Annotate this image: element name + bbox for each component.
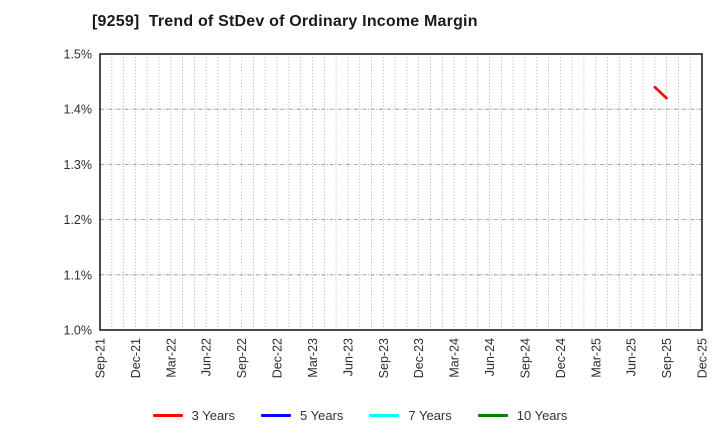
x-tick-label: Sep-23 xyxy=(377,338,391,378)
legend-item-5-years: 5 Years xyxy=(261,408,343,423)
x-tick-label: Sep-24 xyxy=(518,338,532,378)
legend-label: 10 Years xyxy=(516,407,568,423)
x-tick-label: Dec-23 xyxy=(412,338,426,378)
x-tick-label: Jun-22 xyxy=(200,338,214,376)
legend-label: 3 Years xyxy=(191,407,235,423)
plot-border xyxy=(99,53,703,331)
x-tick-label: Sep-22 xyxy=(235,338,249,378)
legend-item-3-years: 3 Years xyxy=(152,407,235,423)
x-tick-label: Dec-21 xyxy=(129,338,143,378)
x-tick-label: Mar-23 xyxy=(306,338,320,378)
legend: 3 Years 5 Years 7 Years 10 Years xyxy=(0,402,720,428)
x-tick-label: Mar-24 xyxy=(448,338,462,378)
x-tick-label: Sep-21 xyxy=(94,338,108,378)
legend-line-icon xyxy=(261,413,291,417)
y-tick-label: 1.4% xyxy=(64,103,93,117)
legend-item-7-years: 7 Years xyxy=(369,407,452,423)
x-tick-label: Dec-22 xyxy=(271,338,285,378)
x-tick-label: Mar-25 xyxy=(589,338,603,378)
legend-label: 5 Years xyxy=(300,407,344,423)
y-tick-label: 1.0% xyxy=(64,324,93,338)
x-tick-label: Jun-24 xyxy=(483,338,497,376)
x-tick-label: Jun-23 xyxy=(341,338,355,376)
x-tick-label: Dec-24 xyxy=(554,338,568,378)
chart-title: [9259] Trend of StDev of Ordinary Income… xyxy=(92,13,478,30)
legend-line-icon xyxy=(477,413,508,417)
legend-item-10-years: 10 Years xyxy=(477,407,568,423)
x-tick-label: Dec-25 xyxy=(696,338,710,378)
x-tick-label: Jun-25 xyxy=(625,338,639,376)
x-tick-label: Sep-25 xyxy=(660,338,674,378)
x-tick-label: Mar-22 xyxy=(164,338,178,378)
legend-label: 7 Years xyxy=(408,407,452,423)
y-tick-label: 1.1% xyxy=(64,268,93,282)
y-tick-label: 1.5% xyxy=(64,48,93,62)
legend-line-icon xyxy=(152,413,183,417)
legend-line-icon xyxy=(369,413,400,417)
y-tick-label: 1.2% xyxy=(64,213,93,227)
y-tick-label: 1.3% xyxy=(64,158,93,172)
series-line-3-years xyxy=(653,85,668,100)
